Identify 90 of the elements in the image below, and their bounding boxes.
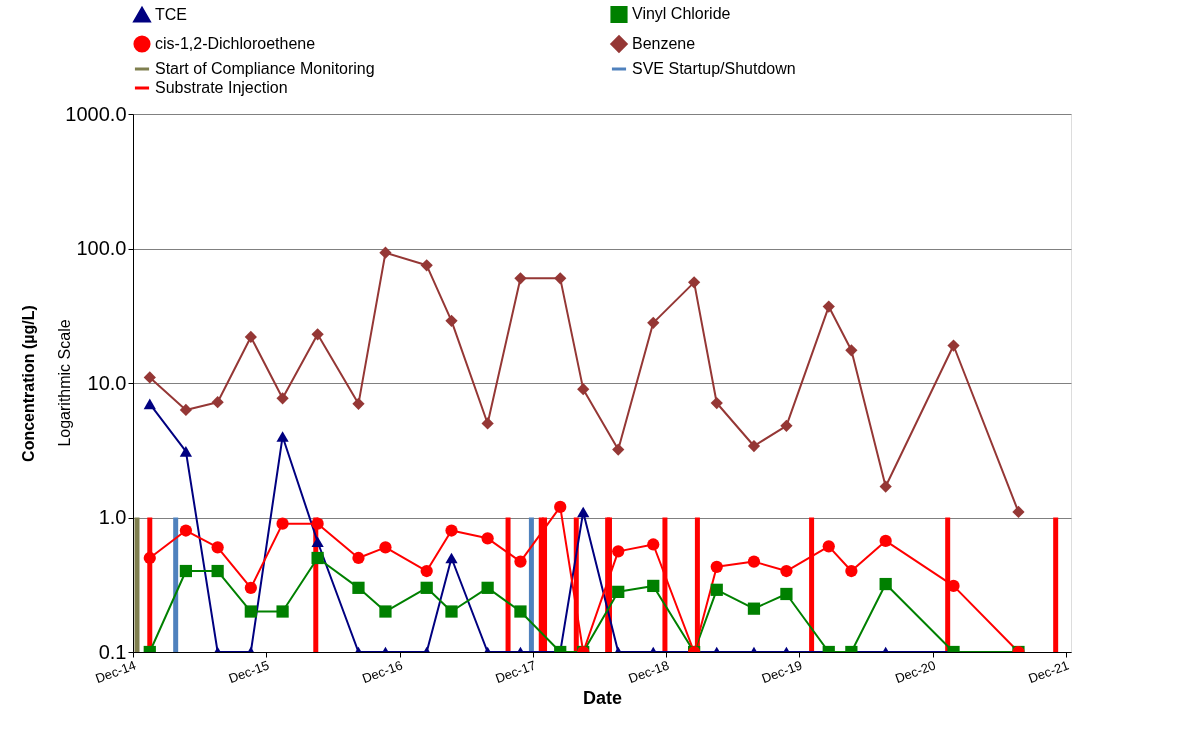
point	[244, 581, 257, 594]
point	[211, 396, 224, 409]
point	[379, 605, 392, 618]
point	[879, 480, 892, 493]
x-tick-label: Dec-16	[360, 657, 405, 687]
point	[947, 339, 960, 352]
point	[352, 551, 365, 565]
legend-label: Start of Compliance Monitoring	[155, 60, 375, 77]
y-tick-label: 1000.0	[65, 102, 127, 125]
point	[179, 403, 193, 417]
point	[379, 541, 392, 554]
point	[352, 581, 365, 594]
x-tick-label: Dec-18	[626, 657, 671, 687]
point	[276, 431, 289, 442]
x-tick-label: Dec-21	[1026, 657, 1071, 687]
point	[420, 581, 433, 594]
legend-label: Substrate Injection	[155, 79, 288, 96]
point	[688, 276, 701, 289]
point	[379, 246, 392, 259]
point	[514, 605, 527, 618]
point	[445, 552, 458, 564]
x-tick-label: Dec-15	[226, 657, 272, 687]
point	[612, 545, 625, 558]
point	[747, 439, 761, 453]
point	[211, 541, 224, 554]
point	[612, 585, 625, 598]
x-tick-label: Dec-20	[893, 657, 938, 687]
point	[211, 564, 224, 578]
point	[514, 272, 527, 285]
point	[612, 443, 625, 456]
legend-label: cis-1,2-Dichloroethene	[155, 35, 316, 52]
point	[747, 602, 761, 615]
legend-label: SVE Startup/Shutdown	[632, 60, 796, 77]
point	[352, 397, 365, 410]
point	[276, 605, 289, 618]
point	[879, 534, 892, 547]
x-axis-title: Date	[582, 688, 623, 709]
point	[710, 560, 723, 573]
point	[647, 316, 660, 329]
point	[143, 551, 156, 565]
point	[445, 605, 458, 618]
point	[420, 259, 433, 272]
point	[311, 536, 324, 548]
point	[311, 551, 324, 565]
legend-label: TCE	[155, 5, 187, 23]
point	[822, 540, 835, 553]
y-axis-title: Concentration (µg/L)	[20, 305, 38, 462]
point	[554, 500, 567, 513]
point	[179, 524, 193, 537]
point	[845, 344, 858, 357]
y-tick-label: 10.0	[87, 371, 127, 394]
point	[179, 446, 193, 457]
point	[481, 581, 494, 594]
point	[179, 564, 193, 578]
point	[311, 517, 324, 530]
point	[710, 583, 723, 596]
point	[710, 396, 723, 410]
point	[647, 538, 660, 551]
point	[481, 417, 494, 430]
point	[1012, 505, 1025, 519]
point	[514, 555, 527, 568]
point	[244, 605, 257, 618]
point	[554, 272, 567, 285]
point	[845, 564, 858, 578]
point	[445, 314, 458, 327]
point	[647, 579, 660, 593]
y-tick-label: 0.1	[98, 640, 127, 663]
text: Logarithmic Scale	[56, 319, 73, 447]
point	[780, 419, 793, 432]
point	[311, 328, 324, 341]
point	[577, 383, 590, 396]
point	[143, 371, 156, 384]
legend-label: Benzene	[632, 35, 696, 52]
point	[143, 398, 156, 410]
point	[879, 577, 892, 591]
y-tick-label: 1.0	[98, 506, 127, 528]
x-tick-label: Dec-19	[759, 657, 805, 687]
point	[780, 587, 793, 601]
point	[481, 532, 494, 545]
point	[780, 564, 793, 578]
point	[276, 517, 289, 530]
point	[747, 555, 761, 568]
point	[276, 392, 289, 405]
point	[445, 524, 458, 537]
y-tick-label: 100.0	[76, 237, 127, 259]
point	[244, 330, 257, 344]
point	[420, 564, 433, 578]
point	[577, 506, 590, 518]
point	[822, 300, 835, 313]
legend-label: Vinyl Chloride	[632, 5, 731, 23]
